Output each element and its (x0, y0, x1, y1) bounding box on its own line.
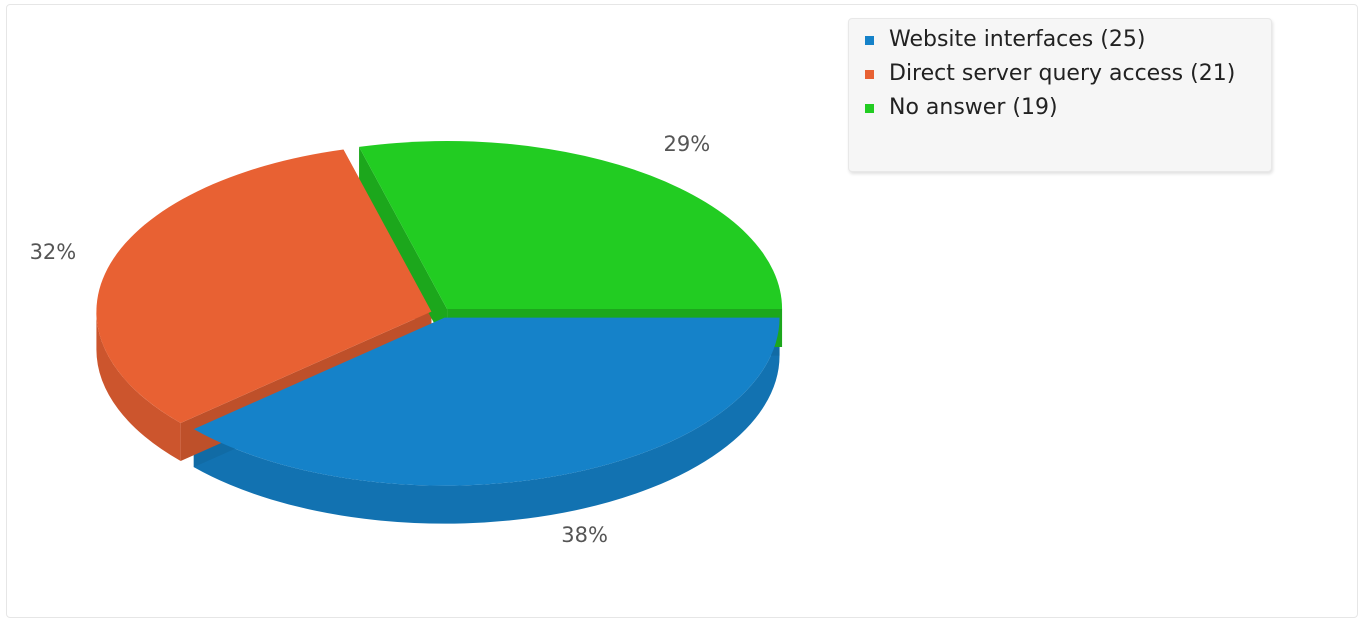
pie-cut-no-answer-0 (359, 146, 448, 348)
pie-side-direct-server-query-access (96, 311, 181, 461)
legend-swatch-website-interfaces (865, 36, 874, 45)
pie-slice-no-answer[interactable] (359, 141, 783, 310)
pie-label-website-interfaces: 38% (561, 523, 608, 547)
pie-label-direct-server-query-access: 32% (30, 240, 77, 264)
pie-slice-direct-server-query-access[interactable] (96, 149, 432, 423)
pie-label-no-answer: 29% (664, 132, 711, 156)
pie-side-website-interfaces (193, 317, 780, 524)
pie-slice-website-interfaces[interactable] (193, 317, 780, 486)
pie-tops (96, 141, 783, 486)
legend: Website interfaces (25) Direct server qu… (848, 18, 1272, 172)
legend-item-direct-server-query-access[interactable]: Direct server query access (21) (865, 57, 1269, 91)
legend-label-no-answer: No answer (19) (889, 95, 1058, 120)
legend-item-website-interfaces[interactable]: Website interfaces (25) (865, 23, 1269, 57)
legend-swatch-no-answer (865, 104, 874, 113)
legend-label-direct-server-query-access: Direct server query access (21) (889, 61, 1236, 86)
legend-swatch-direct-server-query-access (865, 70, 874, 79)
legend-item-no-answer[interactable]: No answer (19) (865, 91, 1269, 125)
pie-labels: 38% 32% 29% (30, 132, 711, 547)
legend-label-website-interfaces: Website interfaces (25) (889, 27, 1146, 52)
